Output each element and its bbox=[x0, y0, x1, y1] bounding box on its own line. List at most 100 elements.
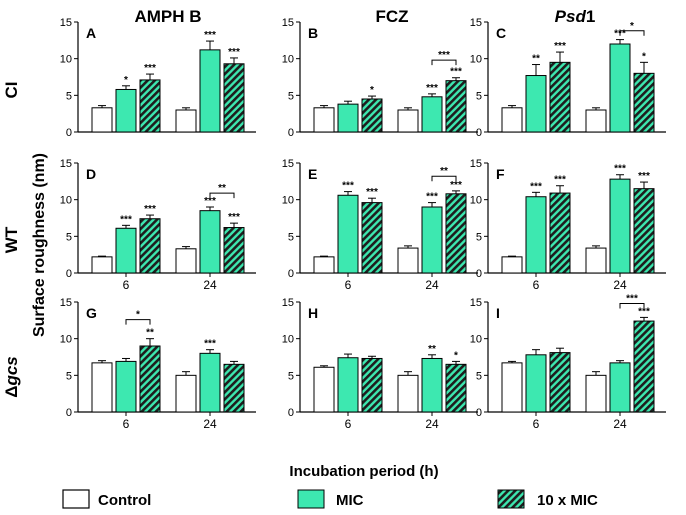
significance-stars: *** bbox=[530, 181, 542, 192]
significance-stars: *** bbox=[144, 204, 156, 215]
y-tick-label: 5 bbox=[288, 231, 294, 243]
bar-10xmic-6h bbox=[139, 345, 161, 413]
bracket-stars: *** bbox=[626, 293, 638, 304]
bar-mic-24h bbox=[199, 49, 221, 133]
bar-control-6h bbox=[501, 107, 523, 133]
bracket-stars: ** bbox=[440, 166, 448, 177]
y-tick-label: 0 bbox=[476, 127, 482, 139]
bar-10xmic-24h bbox=[223, 363, 245, 413]
bar-control-6h bbox=[313, 256, 335, 274]
bar-10xmic-24h bbox=[633, 320, 655, 413]
y-tick-label: 10 bbox=[60, 334, 72, 346]
y-tick-label: 15 bbox=[282, 158, 294, 170]
comparison-bracket bbox=[125, 319, 151, 325]
y-tick-label: 5 bbox=[476, 90, 482, 102]
significance-stars: *** bbox=[554, 175, 566, 186]
panel-letter: F bbox=[496, 166, 505, 182]
y-tick-label: 0 bbox=[476, 407, 482, 419]
significance-stars: *** bbox=[450, 67, 462, 78]
bar-mic-24h bbox=[609, 43, 631, 133]
significance-stars: *** bbox=[342, 181, 354, 192]
significance-stars: *** bbox=[450, 180, 462, 191]
significance-stars: *** bbox=[120, 214, 132, 225]
y-tick-label: 15 bbox=[470, 158, 482, 170]
y-tick-label: 5 bbox=[476, 231, 482, 243]
bar-10xmic-6h bbox=[549, 352, 571, 413]
panel-i: 0 5 10 15 I 6 *** 24 *** bbox=[470, 293, 666, 431]
bar-10xmic-24h bbox=[445, 193, 467, 274]
column-title-amphb: AMPH B bbox=[134, 7, 201, 26]
bar-control-24h bbox=[175, 374, 197, 413]
row-title-dgcs: Δgcs bbox=[2, 356, 21, 398]
y-tick-label: 0 bbox=[288, 407, 294, 419]
x-tick-label: 6 bbox=[345, 278, 352, 292]
x-tick-label: 24 bbox=[203, 278, 217, 292]
comparison-bracket bbox=[209, 192, 235, 199]
bracket-stars: * bbox=[136, 310, 140, 321]
bar-mic-24h bbox=[199, 352, 221, 413]
bar-10xmic-24h bbox=[633, 188, 655, 274]
significance-stars: *** bbox=[614, 164, 626, 175]
legend: Control MIC 10 x MIC bbox=[62, 489, 598, 509]
panel-letter: B bbox=[308, 25, 318, 41]
significance-stars: ** bbox=[428, 344, 436, 355]
bar-control-24h bbox=[585, 247, 607, 274]
panel-letter: H bbox=[308, 305, 318, 321]
x-tick-label: 24 bbox=[425, 278, 439, 292]
y-tick-label: 15 bbox=[282, 297, 294, 309]
comparison-bracket bbox=[619, 302, 645, 309]
significance-stars: * bbox=[642, 51, 646, 62]
bar-control-24h bbox=[175, 248, 197, 274]
bar-control-6h bbox=[91, 107, 113, 133]
panel-letter: C bbox=[496, 25, 506, 41]
y-tick-label: 10 bbox=[60, 195, 72, 207]
x-tick-label: 6 bbox=[345, 417, 352, 431]
bar-mic-24h bbox=[421, 206, 443, 274]
panel-letter: G bbox=[86, 305, 97, 321]
bar-mic-24h bbox=[199, 210, 221, 274]
y-tick-label: 15 bbox=[60, 297, 72, 309]
bar-control-6h bbox=[501, 256, 523, 274]
x-tick-label: 6 bbox=[123, 417, 130, 431]
column-title-fcz: FCZ bbox=[375, 7, 408, 26]
bar-control-24h bbox=[397, 247, 419, 274]
bar-mic-6h bbox=[525, 354, 547, 413]
bar-mic-6h bbox=[525, 196, 547, 274]
panel-letter: A bbox=[86, 25, 96, 41]
bar-10xmic-6h bbox=[139, 218, 161, 274]
significance-stars: * bbox=[370, 85, 374, 96]
bar-mic-24h bbox=[609, 362, 631, 413]
row-title-wt: WT bbox=[2, 226, 21, 253]
bar-mic-6h bbox=[337, 103, 359, 133]
bar-mic-6h bbox=[115, 227, 137, 274]
significance-stars: * bbox=[124, 75, 128, 86]
bracket-stars: *** bbox=[438, 50, 450, 61]
significance-stars: *** bbox=[204, 339, 216, 350]
y-tick-label: 10 bbox=[470, 54, 482, 66]
y-tick-label: 0 bbox=[288, 127, 294, 139]
bracket-stars: ** bbox=[218, 183, 226, 194]
bar-control-24h bbox=[585, 374, 607, 413]
y-tick-label: 5 bbox=[288, 90, 294, 102]
y-tick-label: 0 bbox=[66, 268, 72, 280]
column-title-psd1-main: Psd bbox=[555, 7, 587, 26]
y-tick-label: 15 bbox=[60, 158, 72, 170]
y-tick-label: 0 bbox=[476, 268, 482, 280]
bar-mic-24h bbox=[609, 178, 631, 274]
significance-stars: *** bbox=[638, 306, 650, 317]
row-title-ci: CI bbox=[2, 82, 21, 99]
bar-mic-24h bbox=[421, 357, 443, 413]
x-tick-label: 24 bbox=[203, 417, 217, 431]
panel-e: 0 5 10 15 E *** *** 6 *** *** 24 ** bbox=[282, 158, 478, 292]
bar-control-24h bbox=[175, 109, 197, 133]
legend-label-10xmic: 10 x MIC bbox=[537, 492, 598, 509]
bar-10xmic-6h bbox=[549, 192, 571, 274]
panel-letter: I bbox=[496, 305, 500, 321]
x-tick-label: 6 bbox=[533, 278, 540, 292]
bar-10xmic-24h bbox=[223, 63, 245, 133]
legend-swatch-mic bbox=[297, 489, 325, 509]
row-title-dgcs-gene: gcs bbox=[2, 356, 21, 386]
bar-mic-24h bbox=[421, 96, 443, 133]
